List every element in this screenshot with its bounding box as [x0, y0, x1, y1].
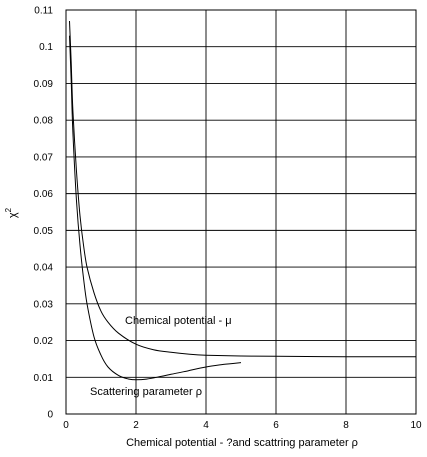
scattering-parameter-curve	[69, 35, 242, 381]
x-tick-label: 0	[63, 420, 69, 431]
x-tick-label: 8	[343, 420, 349, 431]
curves	[69, 20, 417, 381]
y-tick-label: 0.06	[34, 189, 54, 200]
y-axis-title-base: χ	[7, 212, 19, 218]
y-axis-title: χ2	[4, 207, 19, 218]
y-axis-title-sup: 2	[4, 207, 13, 212]
y-tick-labels: 0 0.01 0.02 0.03 0.04 0.05 0.06 0.07 0.08 0.09 0.1…	[34, 6, 54, 421]
x-tick-label: 2	[133, 420, 139, 431]
x-tick-labels: 0 2 4 6 8 10	[63, 420, 422, 431]
y-tick-label: 0.1	[39, 42, 53, 53]
y-tick-label: 0.03	[34, 299, 54, 310]
y-tick-label: 0.02	[34, 336, 54, 347]
y-tick-label: 0.07	[34, 152, 54, 163]
y-tick-label: 0.04	[34, 263, 54, 274]
plot-frame	[65, 9, 417, 415]
x-tick-label: 10	[410, 420, 422, 431]
y-tick-label: 0.01	[34, 373, 54, 384]
y-tick-label: 0.05	[34, 226, 54, 237]
annotation-chemical-potential: Chemical potential - μ	[125, 315, 232, 327]
y-tick-label: 0.11	[34, 6, 53, 17]
x-axis-title: Chemical potential - ?and scattring para…	[126, 437, 358, 449]
annotation-scattering-parameter: Scattering parameter ρ	[90, 386, 202, 398]
y-tick-label: 0.09	[34, 79, 54, 90]
y-tick-label: 0	[47, 410, 53, 421]
x-tick-label: 6	[273, 420, 279, 431]
grid	[65, 9, 417, 415]
y-tick-label: 0.08	[34, 116, 54, 127]
x-tick-label: 4	[203, 420, 209, 431]
chemical-potential-curve	[69, 20, 417, 358]
